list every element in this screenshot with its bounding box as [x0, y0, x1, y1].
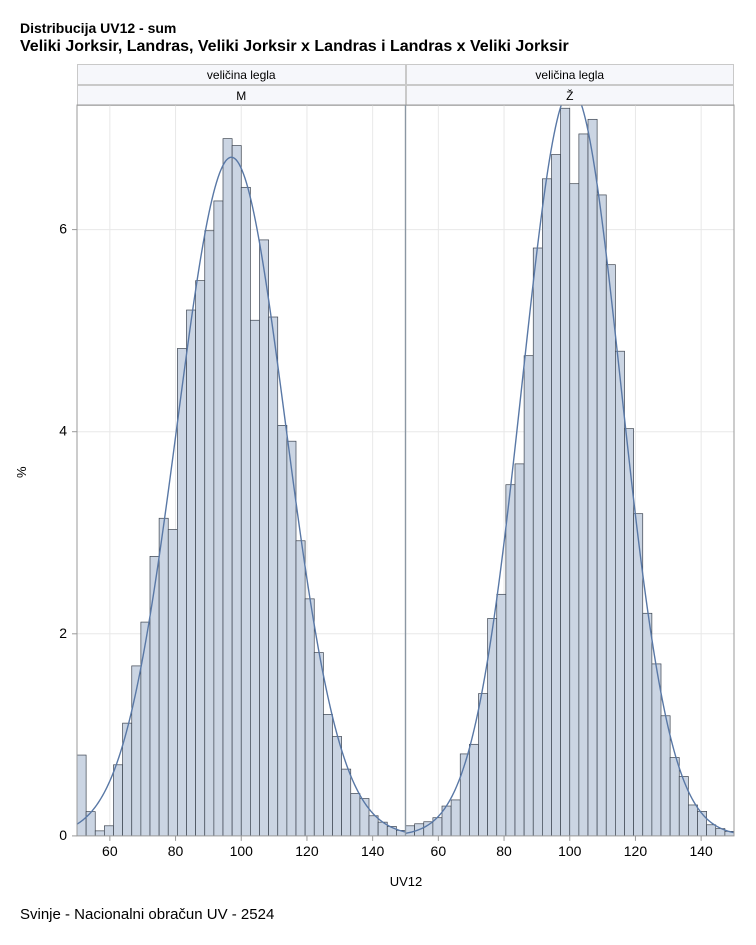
- svg-text:0: 0: [59, 827, 67, 843]
- svg-text:60: 60: [431, 843, 447, 859]
- svg-text:4: 4: [59, 423, 67, 439]
- svg-text:140: 140: [361, 843, 385, 859]
- svg-text:60: 60: [102, 843, 118, 859]
- svg-text:80: 80: [168, 843, 184, 859]
- svg-text:140: 140: [689, 843, 713, 859]
- svg-text:100: 100: [230, 843, 254, 859]
- svg-text:120: 120: [624, 843, 648, 859]
- svg-text:6: 6: [59, 221, 67, 237]
- svg-text:2: 2: [59, 625, 67, 641]
- svg-text:80: 80: [496, 843, 512, 859]
- svg-text:100: 100: [558, 843, 582, 859]
- svg-text:120: 120: [295, 843, 319, 859]
